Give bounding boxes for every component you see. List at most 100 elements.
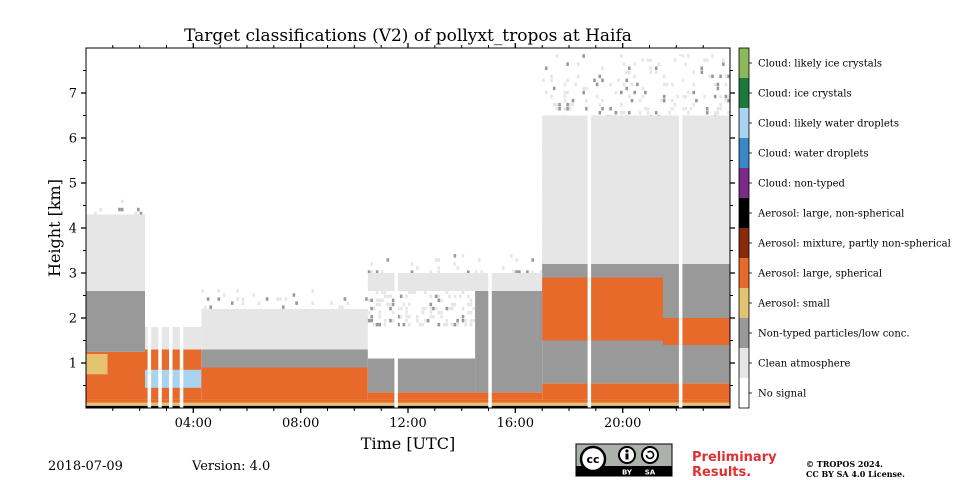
signal-pixel [391, 310, 395, 315]
signal-pixel [456, 266, 459, 270]
x-tick-label: 20:00 [604, 416, 641, 431]
signal-pixel [311, 301, 314, 305]
signal-pixel [405, 306, 408, 311]
signal-pixel [389, 318, 392, 323]
signal-pixel [727, 111, 730, 115]
signal-pixel [630, 82, 634, 87]
signal-pixel [429, 294, 433, 299]
signal-pixel [421, 306, 424, 311]
signal-pixel [644, 107, 647, 111]
signal-pixel [719, 102, 722, 107]
signal-pixel [383, 290, 387, 295]
signal-pixel [467, 294, 470, 299]
signal-pixel [617, 78, 620, 83]
signal-pixel [646, 107, 650, 111]
signal-pixel [569, 102, 572, 107]
signal-pixel [461, 318, 465, 323]
signal-pixel [671, 82, 674, 87]
signal-pixel [281, 305, 285, 309]
signal-pixel [375, 290, 379, 295]
signal-pixel [716, 107, 720, 111]
legend-label: Clean atmosphere [758, 359, 851, 370]
x-tick-label: 08:00 [282, 416, 319, 431]
signal-pixel [472, 318, 475, 323]
signal-pixel [558, 102, 561, 107]
class-layer-1 [201, 309, 368, 350]
signal-pixel [445, 318, 449, 323]
signal-pixel [555, 54, 559, 58]
signal-pixel [434, 258, 438, 262]
y-tick-label: 5 [69, 177, 77, 192]
signal-pixel [622, 62, 626, 66]
signal-pixel [700, 70, 704, 74]
signal-pixel [437, 310, 441, 315]
signal-pixel [662, 74, 666, 79]
signal-pixel [370, 306, 373, 311]
signal-pixel [649, 66, 653, 70]
signal-pixel [367, 310, 371, 315]
class-layer-1 [542, 115, 730, 264]
signal-pixel [397, 322, 400, 327]
legend-swatch [739, 138, 749, 168]
class-layer-4 [542, 277, 663, 341]
signal-pixel [620, 54, 623, 58]
signal-pixel [708, 74, 712, 79]
signal-pixel [469, 310, 473, 315]
signal-pixel [716, 86, 720, 91]
signal-pixel [386, 258, 390, 262]
signal-pixel [477, 258, 481, 262]
signal-pixel [724, 94, 728, 99]
copyright-line2: CC BY SA 4.0 License. [806, 469, 905, 479]
signal-pixel [426, 318, 430, 323]
signal-pixel [724, 74, 728, 79]
class-layer-4 [367, 392, 543, 400]
signal-pixel [681, 78, 685, 83]
signal-pixel [391, 302, 395, 307]
signal-pixel [574, 82, 577, 87]
signal-pixel [681, 54, 685, 58]
x-tick-label: 12:00 [389, 416, 426, 431]
signal-pixel [139, 211, 143, 216]
signal-pixel [727, 74, 730, 79]
signal-pixel [687, 54, 690, 58]
signal-pixel [620, 90, 623, 95]
signal-pixel [386, 294, 390, 299]
signal-pixel [552, 102, 556, 107]
y-tick-label: 6 [69, 132, 77, 147]
version-label: Version: 4.0 [191, 459, 270, 474]
signal-pixel [644, 90, 647, 95]
signal-pixel [99, 207, 102, 212]
class-layer-9 [145, 369, 202, 388]
signal-pixel [120, 199, 124, 204]
signal-pixel [716, 82, 720, 87]
signal-pixel [515, 258, 518, 262]
signal-pixel [469, 302, 473, 307]
signal-pixel [625, 86, 628, 91]
signal-pixel [681, 107, 685, 111]
signal-pixel [373, 306, 376, 311]
signal-pixel [408, 302, 411, 307]
signal-pixel [609, 82, 612, 87]
signal-pixel [386, 302, 390, 307]
signal-pixel [340, 305, 344, 309]
signal-pixel [595, 94, 599, 99]
signal-pixel [681, 94, 685, 99]
signal-gap [147, 56, 152, 408]
y-tick-label: 7 [69, 87, 77, 102]
legend-swatch [739, 378, 749, 408]
signal-pixel [204, 305, 207, 309]
signal-pixel [346, 301, 349, 305]
signal-gap [488, 56, 492, 408]
signal-pixel [542, 78, 545, 83]
signal-pixel [370, 270, 373, 274]
signal-pixel [563, 98, 567, 103]
chart-title: Target classifications (V2) of pollyxt_t… [184, 26, 632, 46]
signal-pixel [515, 270, 518, 274]
signal-pixel [687, 90, 690, 95]
signal-pixel [434, 306, 438, 311]
signal-pixel [399, 294, 403, 299]
signal-pixel [375, 270, 379, 274]
signal-pixel [461, 314, 465, 319]
signal-pixel [429, 314, 433, 319]
signal-pixel [378, 298, 382, 303]
